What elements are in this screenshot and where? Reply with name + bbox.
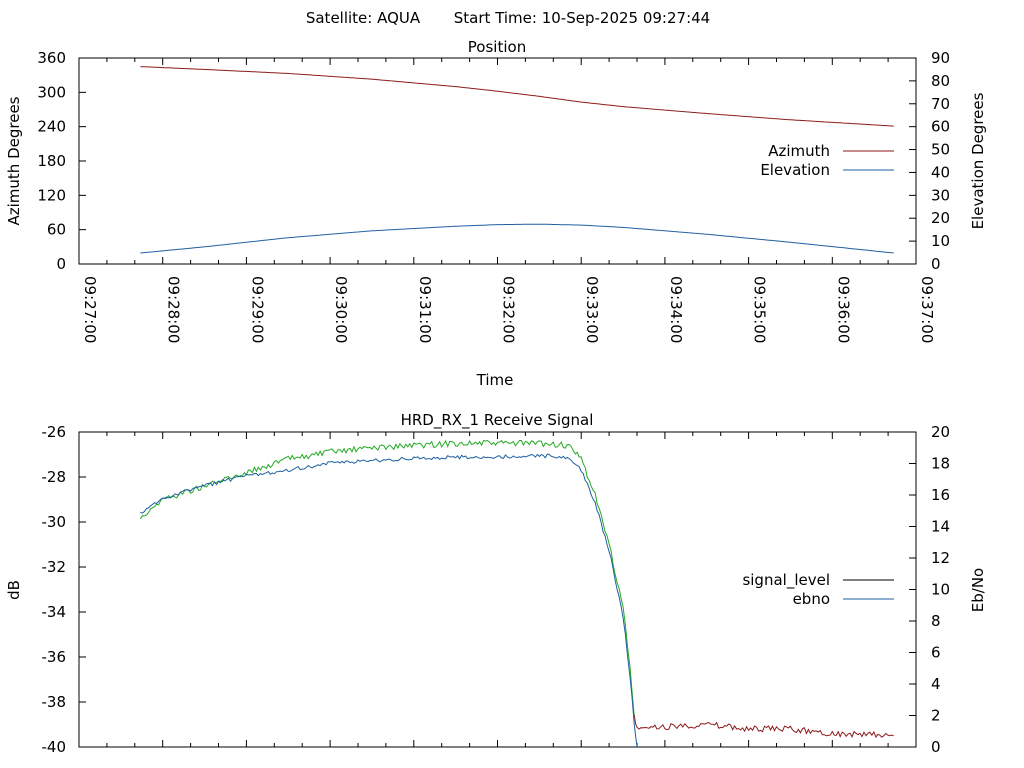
receive-signal-plot-frame [78,431,917,748]
position-x-tick-label: 09:27:00 [81,276,99,343]
position-title: Position [468,38,526,56]
receive-signal-y2-tick-label: 18 [931,455,950,473]
position-y2-tick-label: 30 [931,186,950,204]
receive-signal-y-tick-label: -32 [42,558,67,576]
receive-signal-y2-axis-label: Eb/No [969,568,987,612]
azimuth-line [140,66,894,127]
receive-signal-y-tick-label: -38 [42,693,67,711]
receive-signal-y2-tick-label: 10 [931,581,950,599]
position-x-tick-label: 09:33:00 [583,276,601,343]
receive-signal-panel: HRD_RX_1 Receive Signal -40-38-36-34-32-… [5,411,987,756]
signal-level-line-segment [633,714,894,739]
position-series [140,66,894,254]
receive-signal-y-tick-label: -34 [42,603,67,621]
position-y-tick-label: 300 [37,83,66,101]
position-legend: Azimuth Elevation [760,142,894,179]
receive-signal-y2-tick-label: 14 [931,518,950,536]
position-x-tick-label: 09:37:00 [918,276,936,343]
ebno-line [140,453,638,748]
receive-signal-y2-tick-label: 8 [931,612,941,630]
position-y-tick-label: 120 [37,186,66,204]
legend-label-elevation: Elevation [760,161,830,179]
position-x-tick-label: 09:36:00 [834,276,852,343]
position-x-tick-label: 09:30:00 [332,276,350,343]
position-x-tick-label: 09:29:00 [248,276,266,343]
position-y2-tick-label: 20 [931,209,950,227]
receive-signal-y-tick-label: -26 [42,423,67,441]
receive-signal-y-tick-label: -30 [42,513,67,531]
receive-signal-y2-tick-label: 16 [931,486,950,504]
receive-signal-y2-tick-label: 6 [931,644,941,662]
receive-signal-y-tick-label: -40 [42,738,67,756]
position-y-tick-label: 0 [56,255,66,273]
position-x-axis-label: Time [476,371,514,389]
position-y2-tick-label: 70 [931,95,950,113]
position-y-axis-label: Azimuth Degrees [5,96,23,225]
legend-label-signal-level: signal_level [742,571,830,590]
receive-signal-legend: signal_level ebno [742,571,894,608]
chart-header-satellite: Satellite: AQUA [306,9,421,27]
position-y2-tick-label: 80 [931,72,950,90]
elevation-line [140,223,894,254]
position-y2-tick-label: 50 [931,141,950,159]
receive-signal-title: HRD_RX_1 Receive Signal [401,411,594,430]
position-y-tick-label: 180 [37,152,66,170]
position-y-tick-label: 240 [37,118,66,136]
receive-signal-y2-tick-label: 20 [931,423,950,441]
position-y2-tick-label: 40 [931,163,950,181]
chart-header-start-time: Start Time: 10-Sep-2025 09:27:44 [454,9,710,27]
signal-level-line-segment [139,439,635,716]
receive-signal-y-tick-label: -36 [42,648,67,666]
position-y2-tick-label: 60 [931,118,950,136]
position-y2-tick-label: 0 [931,255,941,273]
position-y2-axis-label: Elevation Degrees [969,92,987,229]
receive-signal-y2-tick-label: 0 [931,738,941,756]
legend-label-ebno: ebno [793,590,830,608]
receive-signal-y-axis-label: dB [5,580,23,600]
position-panel: Position 0 60 120 180 240 300 360 0 10 20 30 40 50 60… [5,38,987,389]
position-x-tick-label: 09:31:00 [416,276,434,343]
position-y2-tick-label: 10 [931,232,950,250]
position-y-tick-label: 360 [37,49,66,67]
legend-label-azimuth: Azimuth [768,142,830,160]
position-y2-tick-label: 90 [931,49,950,67]
receive-signal-series [139,439,894,748]
receive-signal-y2-tick-label: 12 [931,549,950,567]
receive-signal-ticks: -40 -38 -36 -34 -32 -30 -28 -26 0 2 4 6 8 10 12 14 16 18 2… [42,423,951,756]
receive-signal-y2-tick-label: 4 [931,675,941,693]
position-x-tick-label: 09:35:00 [751,276,769,343]
receive-signal-y2-tick-label: 2 [931,707,941,725]
position-x-tick-label: 09:28:00 [165,276,183,343]
position-ticks: 0 60 120 180 240 300 360 0 10 20 30 40 50 60 70 80 90 09:… [37,49,950,343]
receive-signal-y-tick-label: -28 [42,468,67,486]
position-x-tick-label: 09:32:00 [500,276,518,343]
position-x-tick-label: 09:34:00 [667,276,685,343]
position-y-tick-label: 60 [47,221,66,239]
